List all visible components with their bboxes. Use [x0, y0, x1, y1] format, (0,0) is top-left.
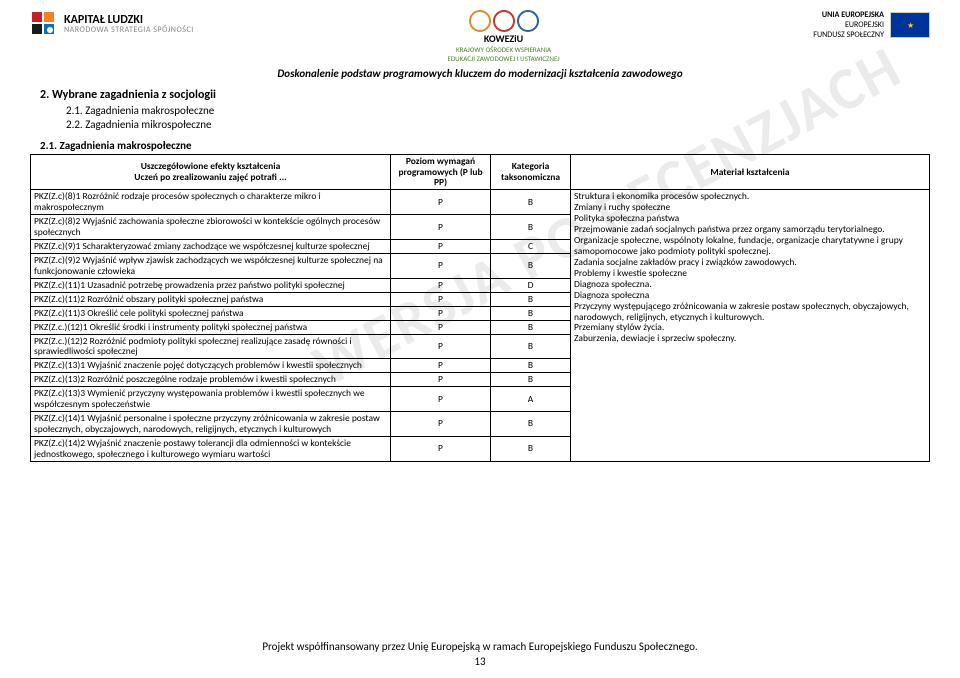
cell-level: P: [391, 292, 491, 306]
subsection-21: 2.1. Zagadnienia makrospołeczne: [66, 104, 930, 118]
logo-eu: UNIA EUROPEJSKA EUROPEJSKI FUNDUSZ SPOŁE…: [813, 10, 930, 40]
cell-effect: PKZ(Z.c.)(12)2 Rozróżnić podmioty polity…: [31, 334, 391, 359]
cell-category: B: [491, 359, 571, 373]
cell-effect: PKZ(Z.c)(13)1 Wyjaśnić znaczenie pojęć d…: [31, 359, 391, 373]
eu-line3: FUNDUSZ SPOŁECZNY: [813, 30, 884, 40]
th-level: Poziom wymagań programowych (P lub PP): [391, 154, 491, 190]
cell-effect: PKZ(Z.c)(13)2 Rozróżnić poszczególne rod…: [31, 373, 391, 387]
header-row: KAPITAŁ LUDZKI NARODOWA STRATEGIA SPÓJNO…: [30, 10, 930, 63]
subsection-22: 2.2. Zagadnienia mikrospołeczne: [66, 118, 930, 132]
effects-table: Uszczegółowione efekty kształcenia Uczeń…: [30, 154, 930, 462]
cell-category: B: [491, 306, 571, 320]
th-effects-line2: Uczeń po zrealizowaniu zajęć potrafi ...: [134, 171, 286, 183]
mid-sub1: KRAJOWY OŚRODEK WSPIERANIA: [447, 45, 559, 54]
footer-page-number: 13: [0, 655, 960, 668]
eu-flag-icon: [890, 12, 930, 38]
cell-level: P: [391, 387, 491, 412]
table-row: PKZ(Z.c)(8)1 Rozróżnić rodzaje procesów …: [31, 190, 930, 215]
cell-effect: PKZ(Z.c)(8)1 Rozróżnić rodzaje procesów …: [31, 190, 391, 215]
cell-level: P: [391, 334, 491, 359]
footer-line: Projekt współfinansowany przez Unię Euro…: [0, 640, 960, 653]
cell-effect: PKZ(Z.c)(8)2 Wyjaśnić zachowania społecz…: [31, 215, 391, 240]
mid-sub2: EDUKACJI ZAWODOWEJ I USTAWICZNEJ: [447, 54, 559, 63]
cell-effect: PKZ(Z.c)(11)2 Rozróżnić obszary polityki…: [31, 292, 391, 306]
kl-subtitle: NARODOWA STRATEGIA SPÓJNOŚCI: [64, 26, 194, 34]
cell-effect: PKZ(Z.c.)(12)1 Określić środki i instrum…: [31, 320, 391, 334]
cell-level: P: [391, 306, 491, 320]
banner-text: Doskonalenie podstaw programowych klucze…: [30, 67, 930, 80]
cell-category: B: [491, 253, 571, 278]
arc-icon: [493, 10, 515, 32]
cell-level: P: [391, 253, 491, 278]
cell-effect: PKZ(Z.c)(11)1 Uzasadnić potrzebę prowadz…: [31, 278, 391, 292]
cell-material: Struktura i ekonomika procesów społeczny…: [571, 190, 930, 461]
kl-icon: [30, 10, 58, 38]
th-effects: Uszczegółowione efekty kształcenia Uczeń…: [31, 154, 391, 190]
cell-level: P: [391, 215, 491, 240]
eu-line1: UNIA EUROPEJSKA: [813, 10, 884, 20]
cell-level: P: [391, 320, 491, 334]
cell-level: P: [391, 436, 491, 461]
subsection-21-heading: 2.1. Zagadnienia makrospołeczne: [40, 139, 930, 152]
cell-category: B: [491, 190, 571, 215]
logo-kapital-ludzki: KAPITAŁ LUDZKI NARODOWA STRATEGIA SPÓJNO…: [30, 10, 194, 38]
cell-level: P: [391, 412, 491, 437]
cell-effect: PKZ(Z.c)(11)3 Określić cele polityki spo…: [31, 306, 391, 320]
section-2: 2. Wybrane zagadnienia z socjologii: [40, 88, 930, 102]
cell-category: B: [491, 320, 571, 334]
arc-icon: [517, 10, 539, 32]
cell-category: B: [491, 215, 571, 240]
cell-category: B: [491, 436, 571, 461]
mid-name: KOWEZiU: [447, 32, 559, 45]
cell-level: P: [391, 373, 491, 387]
cell-category: B: [491, 373, 571, 387]
cell-category: C: [491, 240, 571, 254]
cell-category: B: [491, 334, 571, 359]
cell-effect: PKZ(Z.c)(9)2 Wyjaśnić wpływ zjawisk zach…: [31, 253, 391, 278]
th-category: Kategoria taksonomiczna: [491, 154, 571, 190]
arc-icon: [469, 10, 491, 32]
cell-effect: PKZ(Z.c)(14)2 Wyjaśnić znaczenie postawy…: [31, 436, 391, 461]
logo-koweziu: KOWEZiU KRAJOWY OŚRODEK WSPIERANIA EDUKA…: [447, 10, 559, 63]
cell-level: P: [391, 359, 491, 373]
cell-category: D: [491, 278, 571, 292]
page-container: KAPITAŁ LUDZKI NARODOWA STRATEGIA SPÓJNO…: [0, 0, 960, 462]
cell-effect: PKZ(Z.c)(13)3 Wymienić przyczyny występo…: [31, 387, 391, 412]
cell-category: A: [491, 387, 571, 412]
table-body: PKZ(Z.c)(8)1 Rozróżnić rodzaje procesów …: [31, 190, 930, 461]
cell-category: B: [491, 292, 571, 306]
cell-level: P: [391, 278, 491, 292]
cell-level: P: [391, 240, 491, 254]
cell-category: B: [491, 412, 571, 437]
th-material: Materiał kształcenia: [571, 154, 930, 190]
cell-effect: PKZ(Z.c)(14)1 Wyjaśnić personalne i społ…: [31, 412, 391, 437]
cell-level: P: [391, 190, 491, 215]
eu-line2: EUROPEJSKI: [813, 20, 884, 30]
cell-effect: PKZ(Z.c)(9)1 Scharakteryzować zmiany zac…: [31, 240, 391, 254]
footer: Projekt współfinansowany przez Unię Euro…: [0, 640, 960, 668]
